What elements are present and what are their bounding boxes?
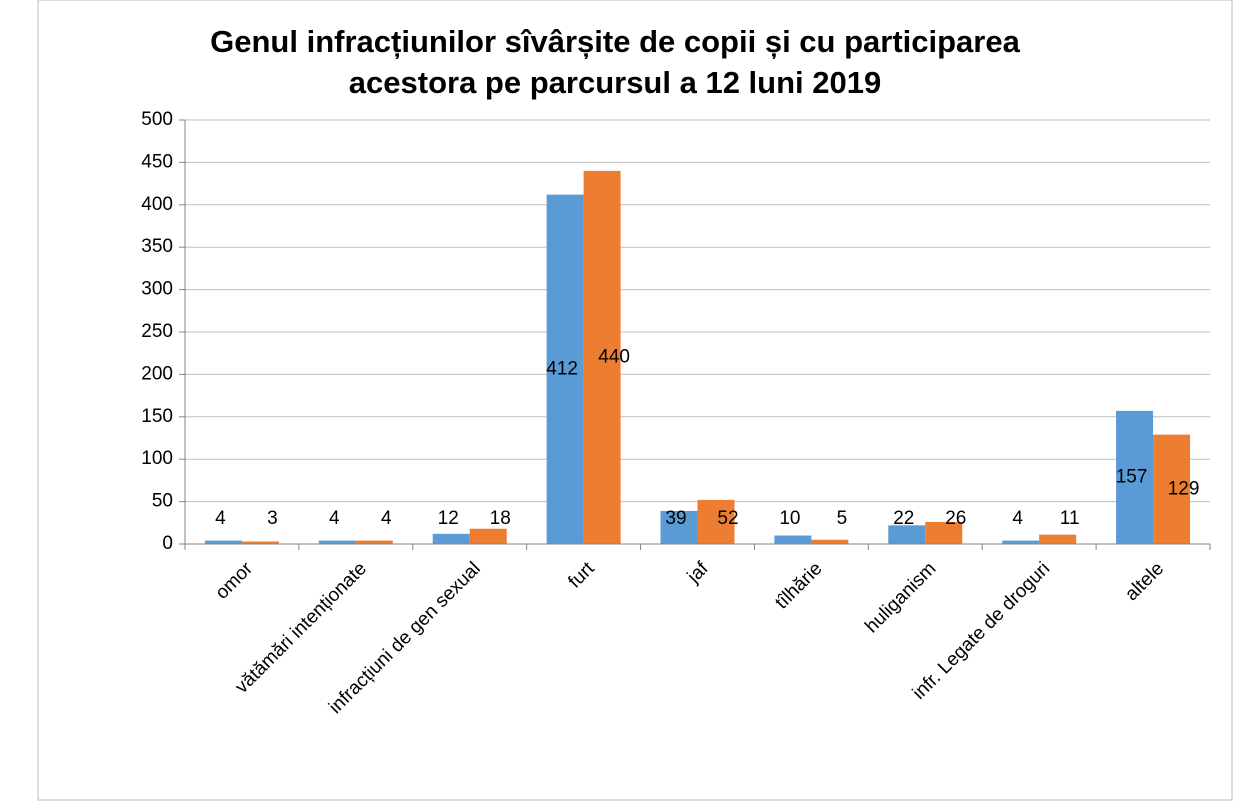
bar [697, 499, 735, 544]
bar [925, 521, 963, 544]
y-tick-label: 200 [141, 363, 173, 384]
bar [811, 539, 849, 544]
bar [1002, 540, 1040, 544]
data-label: 3 [267, 508, 278, 529]
data-label: 18 [490, 508, 511, 529]
bar [660, 510, 698, 544]
data-label: 26 [945, 508, 966, 529]
data-label: 10 [779, 508, 800, 529]
data-label: 440 [598, 346, 630, 367]
data-label: 4 [215, 508, 226, 529]
data-label: 12 [438, 508, 459, 529]
bar [1039, 534, 1077, 544]
bar [774, 535, 812, 544]
chart-title: Genul infracțiunilor sîvârșite de copii … [210, 24, 1020, 59]
bar [469, 528, 507, 544]
bar [888, 525, 926, 544]
data-label: 412 [546, 358, 578, 379]
y-tick-label: 400 [141, 194, 173, 215]
y-tick-label: 100 [141, 448, 173, 469]
y-tick-label: 50 [152, 491, 173, 512]
chart-frame [37, 0, 1233, 801]
bar [432, 533, 470, 544]
y-tick-label: 350 [141, 236, 173, 257]
data-label: 129 [1168, 478, 1200, 499]
y-tick-label: 450 [141, 151, 173, 172]
data-label: 22 [893, 508, 914, 529]
data-label: 39 [665, 508, 686, 529]
y-tick-label: 150 [141, 406, 173, 427]
data-label: 4 [1012, 508, 1023, 529]
data-label: 4 [329, 508, 340, 529]
y-tick-label: 300 [141, 279, 173, 300]
bar [318, 540, 356, 544]
data-label: 52 [717, 508, 738, 529]
y-tick-label: 250 [141, 321, 173, 342]
bar [583, 170, 621, 544]
data-label: 4 [381, 508, 392, 529]
y-tick-label: 500 [141, 109, 173, 130]
bar [1116, 410, 1154, 544]
bar [241, 541, 279, 544]
bar [1153, 434, 1191, 544]
bar [546, 194, 584, 544]
y-tick-label: 0 [162, 533, 173, 554]
bar [204, 540, 242, 544]
data-label: 11 [1060, 508, 1080, 529]
data-label: 157 [1116, 466, 1148, 487]
bar [355, 540, 393, 544]
chart-title: acestora pe parcursul a 12 luni 2019 [349, 65, 881, 100]
data-label: 5 [837, 508, 848, 529]
